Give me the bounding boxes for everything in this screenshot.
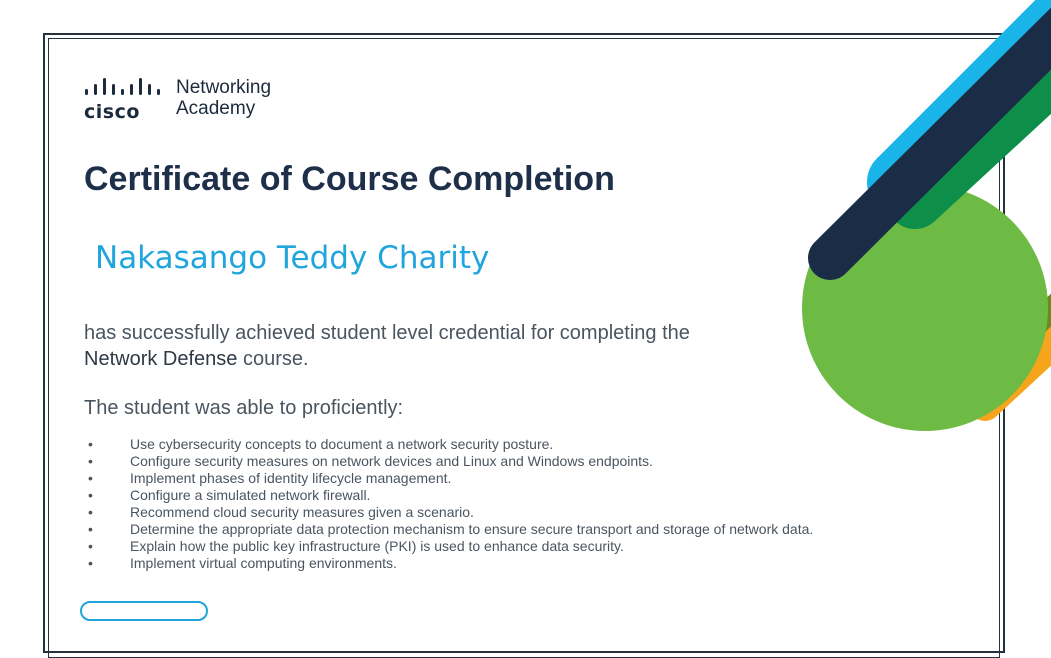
recipient-name: Nakasango Teddy Charity xyxy=(95,240,490,276)
list-item: • Configure a simulated network firewall. xyxy=(88,487,371,503)
credential-badge xyxy=(80,601,208,621)
statement-after: course. xyxy=(237,348,309,370)
navy-stripe xyxy=(808,7,1051,280)
completion-statement: has successfully achieved student level … xyxy=(84,320,764,372)
statement-before: has successfully achieved student level … xyxy=(84,322,690,344)
skills-lead: The student was able to proficiently: xyxy=(84,397,404,419)
list-item: • Determine the appropriate data protecti… xyxy=(88,521,814,537)
list-item: • Configure security measures on network … xyxy=(88,453,653,469)
cisco-bars-icon xyxy=(85,78,160,95)
course-name: Network Defense xyxy=(84,348,238,370)
list-item: • Use cybersecurity concepts to document … xyxy=(88,436,554,452)
list-item: • Recommend cloud security measures given… xyxy=(88,504,474,520)
decorative-stripes xyxy=(802,0,1051,431)
certificate-title: Certificate of Course Completion xyxy=(84,160,615,198)
skills-list: • Use cybersecurity concepts to document … xyxy=(84,436,813,572)
academy-name: Networking Academy xyxy=(176,77,271,119)
cisco-wordmark: cisco xyxy=(84,101,140,123)
list-item: • Implement phases of identity lifecycle … xyxy=(88,470,452,486)
list-item: • Implement virtual computing environment… xyxy=(88,555,397,571)
academy-line-2: Academy xyxy=(176,98,256,119)
academy-line-1: Networking xyxy=(176,77,272,98)
list-item: • Explain how the public key infrastructu… xyxy=(88,538,624,554)
